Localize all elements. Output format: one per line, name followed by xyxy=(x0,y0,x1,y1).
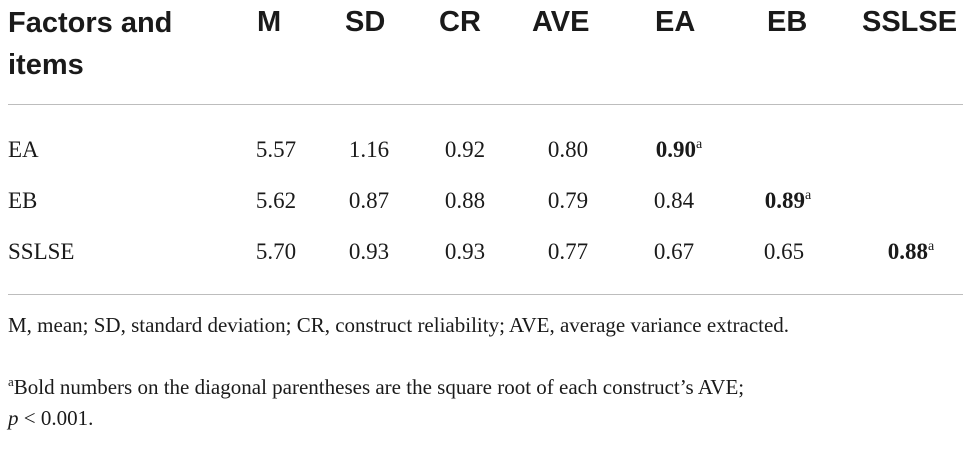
header-ave: AVE xyxy=(532,6,590,38)
footnote-marker: a xyxy=(696,137,703,152)
cell-sslse-ave: 0.77 xyxy=(547,239,589,264)
diagonal-value: 0.88 xyxy=(887,239,929,264)
cell-sslse-sslse: 0.88a xyxy=(888,237,934,267)
p-symbol: p xyxy=(8,406,19,430)
p-value: < 0.001. xyxy=(18,406,94,430)
cell-ea-cr: 0.92 xyxy=(444,137,486,162)
footnote-a: aBold numbers on the diagonal parenthese… xyxy=(8,372,963,434)
header-factors-line2: items xyxy=(8,49,84,81)
header-m: M xyxy=(257,6,282,38)
header-cr: CR xyxy=(439,6,481,38)
cell-sslse-sd: 0.93 xyxy=(348,239,390,264)
header-sd: SD xyxy=(345,6,386,38)
header-divider xyxy=(8,104,963,105)
footnote-marker: a xyxy=(805,188,812,203)
table-bottom-divider xyxy=(8,294,963,295)
cell-ea-sd: 1.16 xyxy=(348,137,390,162)
row-label-eb: EB xyxy=(8,188,38,213)
header-eb: EB xyxy=(767,6,808,38)
cell-eb-sd: 0.87 xyxy=(348,188,390,213)
header-factors-and-items: Factors and items xyxy=(8,2,172,86)
header-ea: EA xyxy=(655,6,696,38)
diagonal-value: 0.89 xyxy=(764,188,806,213)
cell-eb-ea: 0.84 xyxy=(653,188,695,213)
row-label-sslse: SSLSE xyxy=(8,239,75,264)
diagonal-value: 0.90 xyxy=(655,137,697,162)
footnote-a-text: Bold numbers on the diagonal parentheses… xyxy=(13,375,745,399)
footnote-marker: a xyxy=(928,239,935,254)
cell-eb-m: 5.62 xyxy=(255,188,297,213)
header-sslse: SSLSE xyxy=(862,6,958,38)
header-factors-line1: Factors and xyxy=(8,7,173,39)
cell-ea-ave: 0.80 xyxy=(547,137,589,162)
cell-ea-ea: 0.90a xyxy=(656,135,702,165)
cell-sslse-cr: 0.93 xyxy=(444,239,486,264)
cell-sslse-ea: 0.67 xyxy=(653,239,695,264)
cell-eb-ave: 0.79 xyxy=(547,188,589,213)
footnote-a-marker: a xyxy=(8,374,14,389)
cell-eb-cr: 0.88 xyxy=(444,188,486,213)
cell-sslse-m: 5.70 xyxy=(255,239,297,264)
row-label-ea: EA xyxy=(8,137,39,162)
cell-ea-m: 5.57 xyxy=(255,137,297,162)
cell-eb-eb: 0.89a xyxy=(765,186,811,216)
cell-sslse-eb: 0.65 xyxy=(763,239,805,264)
abbreviations-note: M, mean; SD, standard deviation; CR, con… xyxy=(8,313,790,337)
